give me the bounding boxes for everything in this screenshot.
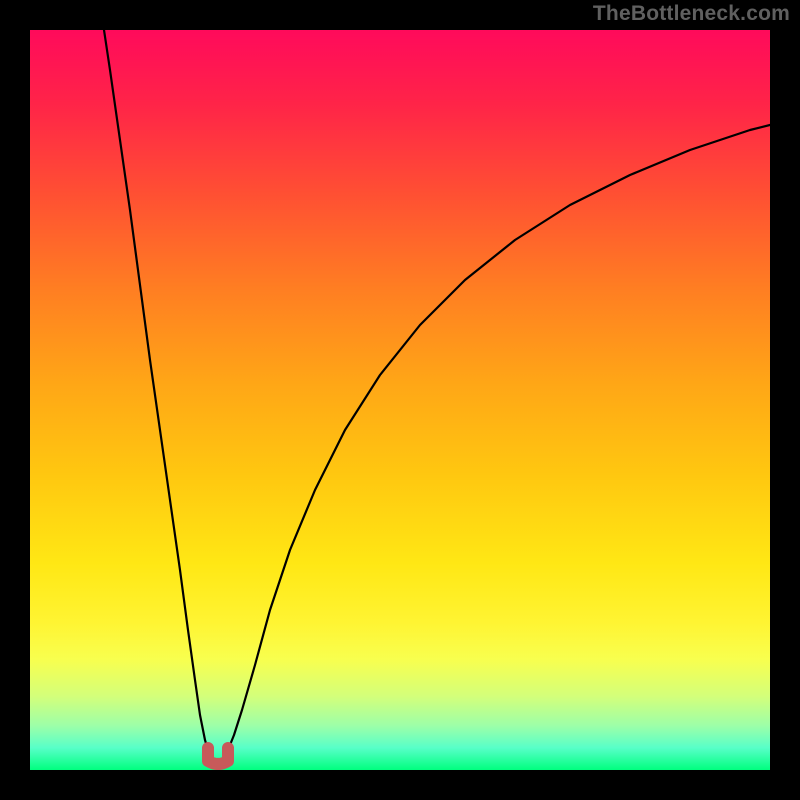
curve-right-branch xyxy=(228,125,770,750)
chart-svg xyxy=(30,30,770,770)
plot-area xyxy=(30,30,770,770)
chart-frame: TheBottleneck.com xyxy=(0,0,800,800)
gradient-background xyxy=(30,30,770,770)
attribution-label: TheBottleneck.com xyxy=(593,2,790,26)
curve-nadir xyxy=(208,748,228,764)
curve-left-branch xyxy=(104,30,208,750)
